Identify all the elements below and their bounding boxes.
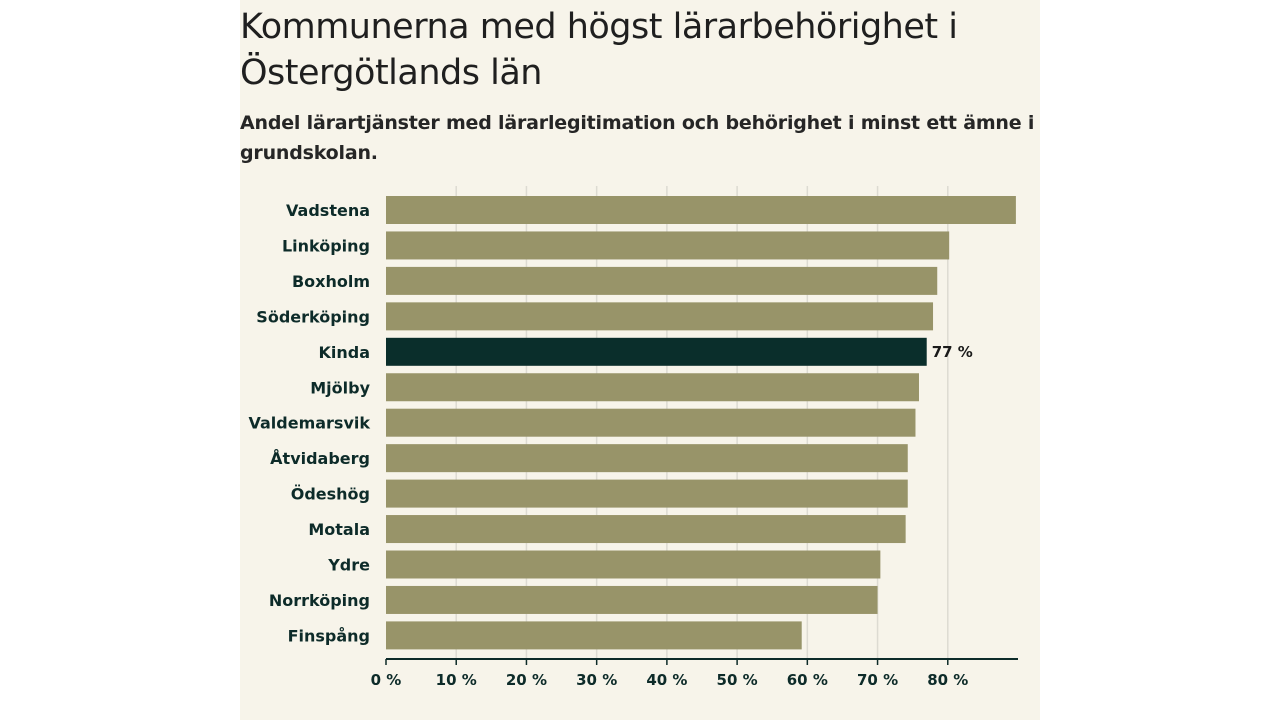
category-label: Valdemarsvik (248, 414, 370, 433)
bar (386, 479, 908, 508)
category-label: Ödeshög (291, 485, 370, 504)
chart-subtitle: Andel lärartjänster med lärarlegitimatio… (240, 112, 1035, 164)
bar (386, 231, 950, 260)
bar-highlighted (386, 337, 927, 366)
x-tick-label: 80 % (927, 671, 968, 689)
category-label: Åtvidaberg (270, 449, 370, 468)
data-labels: 77 % (932, 343, 973, 361)
category-labels: Vadstena Linköping Boxholm Söderköping Kinda… (248, 201, 370, 645)
category-label: Finspång (288, 626, 370, 645)
category-label: Linköping (282, 236, 370, 255)
x-tick-label: 10 % (436, 671, 477, 689)
bar (386, 302, 934, 331)
x-tick-label: 30 % (576, 671, 617, 689)
bar (386, 585, 878, 614)
x-tick-label: 70 % (857, 671, 898, 689)
bar (386, 408, 916, 437)
category-label: Vadstena (286, 201, 370, 220)
category-label: Motala (308, 520, 370, 539)
bar (386, 196, 1016, 224)
bar-chart: Vadstena Linköping Boxholm Söderköping Kinda… (248, 186, 1018, 689)
bar (386, 515, 906, 544)
x-tick-label: 20 % (506, 671, 547, 689)
bar (386, 550, 881, 579)
category-label: Mjölby (310, 378, 370, 397)
x-tick-label: 0 % (371, 671, 402, 689)
x-tick-label: 60 % (787, 671, 828, 689)
category-label: Boxholm (292, 272, 370, 291)
data-label: 77 % (932, 343, 973, 361)
bar (386, 621, 802, 650)
chart-title: Kommunerna med högst lärarbehörighet i Ö… (240, 7, 958, 93)
chart-panel: Kommunerna med högst lärarbehörighet i Ö… (240, 0, 1040, 720)
category-label: Norrköping (269, 591, 370, 610)
bar (386, 266, 938, 295)
x-tick-label: 50 % (717, 671, 758, 689)
x-axis: 0 % 10 % 20 % 30 % 40 % 50 % 60 % 70 % 80 % (371, 658, 1018, 689)
category-label: Kinda (318, 343, 370, 362)
x-tick-label: 40 % (646, 671, 687, 689)
bar (386, 444, 908, 473)
bars (386, 196, 1016, 650)
category-label: Söderköping (256, 307, 370, 326)
bar (386, 373, 919, 402)
category-label: Ydre (327, 556, 370, 575)
